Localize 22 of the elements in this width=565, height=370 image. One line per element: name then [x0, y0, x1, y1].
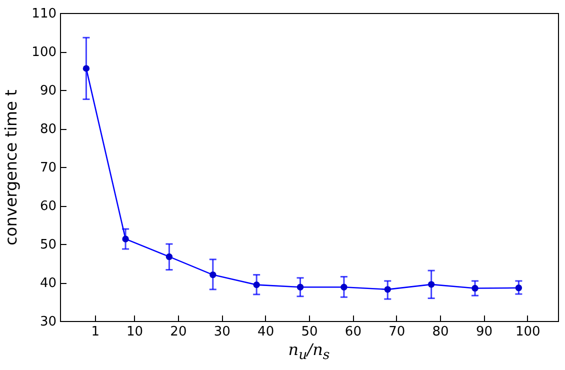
- y-tick-label: 90: [40, 84, 56, 98]
- x-tick-label: 100: [516, 324, 540, 340]
- y-tick-label: 70: [40, 160, 56, 176]
- x-tick-label: 90: [476, 324, 493, 340]
- x-axis-title: n$_{u}$/n$_{s}$: [287, 340, 331, 364]
- y-tick-label: 50: [40, 238, 56, 252]
- x-tick-label: 80: [432, 324, 449, 340]
- x-tick-label: 70: [388, 324, 406, 340]
- x-tick-label: 40: [258, 324, 274, 340]
- y-tick-label: 80: [40, 122, 56, 137]
- x-tick-label: 50: [301, 324, 318, 340]
- x-tick-label: 20: [170, 324, 187, 340]
- x-tick-label: 10: [126, 324, 144, 340]
- x-tick-label: 1: [91, 324, 100, 340]
- x-tick-label: 30: [214, 324, 230, 340]
- y-axis-title: convergence time t: [2, 90, 21, 246]
- y-tick-label: 100: [32, 45, 56, 60]
- y-tick-label: 60: [40, 199, 56, 214]
- y-tick-label: 40: [40, 276, 56, 291]
- y-tick-label: 30: [40, 314, 56, 330]
- x-tick-label: 60: [344, 324, 362, 340]
- y-tick-label: 110: [32, 6, 56, 22]
